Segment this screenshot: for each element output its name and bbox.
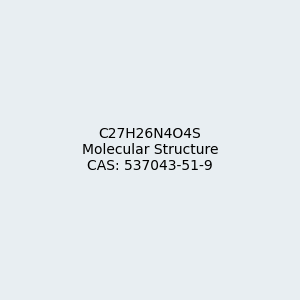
Text: C27H26N4O4S
Molecular Structure
CAS: 537043-51-9: C27H26N4O4S Molecular Structure CAS: 537… <box>82 127 218 173</box>
